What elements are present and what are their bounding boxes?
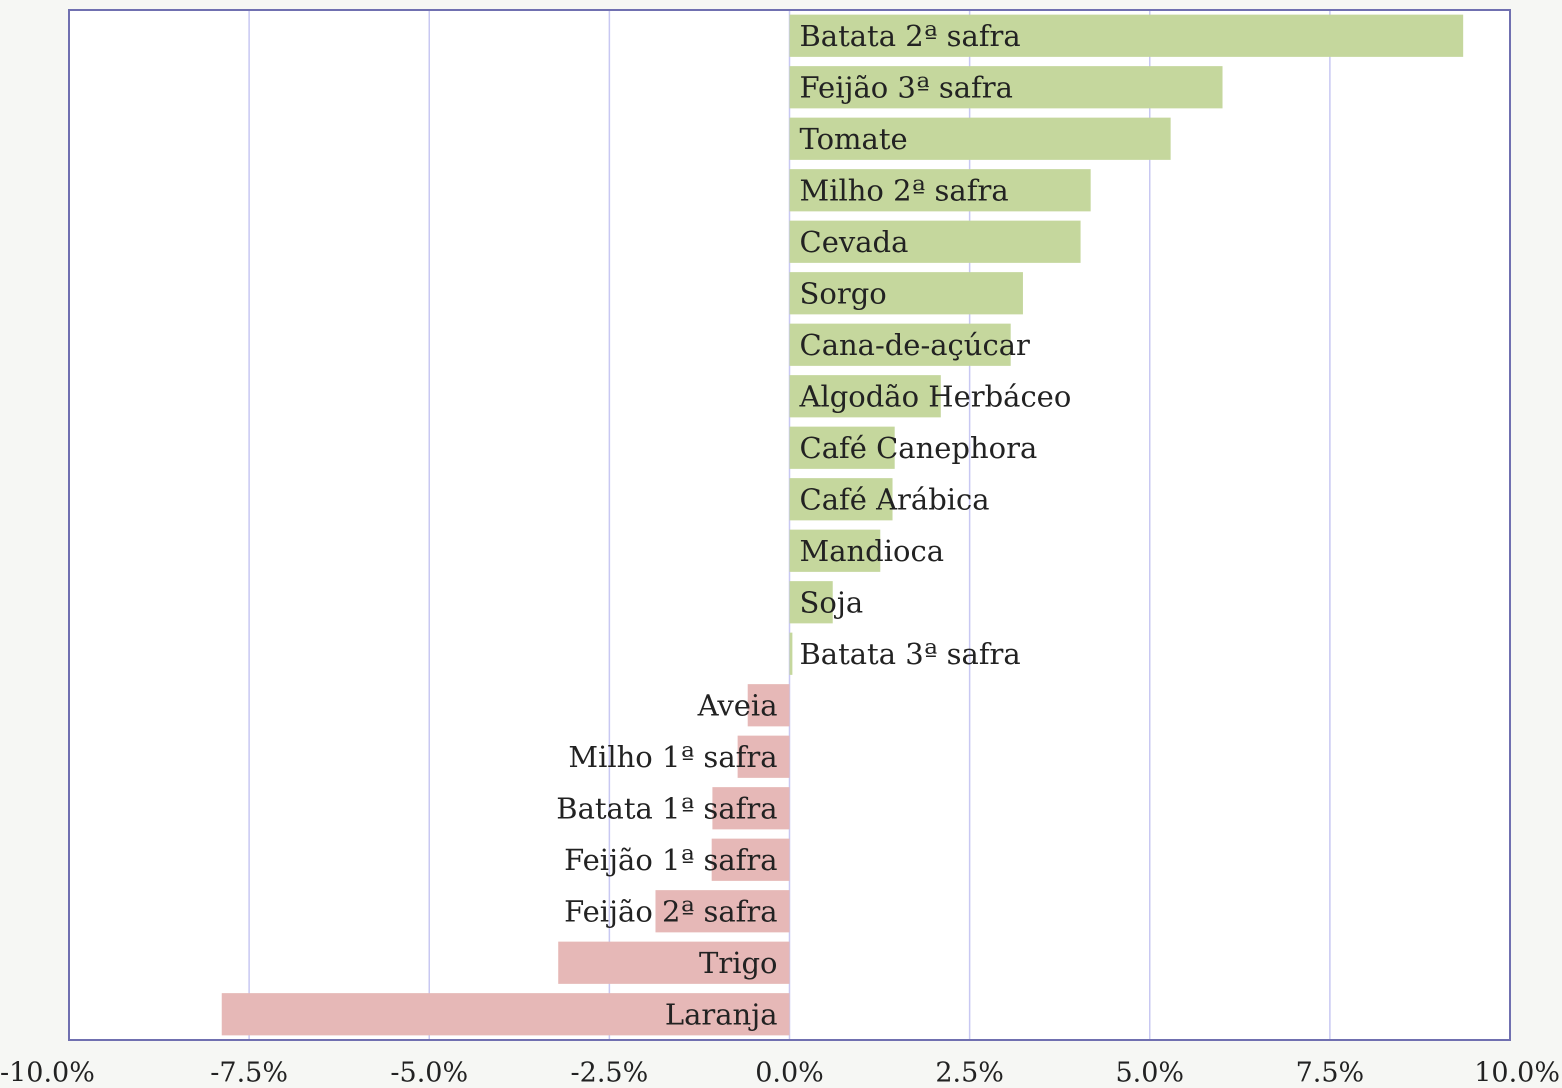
labels: -10.0% -7.5% -5.0% -2.5% 0.0% 2.5% 5.0% 7.5% 10.… bbox=[0, 19, 1560, 1088]
x-tick-label: 10.0% bbox=[1474, 1058, 1560, 1088]
x-tick-label: 5.0% bbox=[1115, 1058, 1184, 1088]
x-tick-label: -2.5% bbox=[571, 1058, 649, 1088]
x-tick-label: 2.5% bbox=[935, 1058, 1004, 1088]
bar bbox=[789, 117, 1171, 160]
x-tick-label: -5.0% bbox=[390, 1058, 468, 1088]
bar-label: Batata 2ª safra bbox=[800, 19, 1021, 53]
bar-label: Batata 1ª safra bbox=[556, 791, 777, 825]
bar bbox=[789, 14, 1464, 57]
bar bbox=[789, 272, 1023, 315]
bar bbox=[789, 169, 1091, 212]
bar bbox=[789, 581, 833, 624]
bar-label: Sorgo bbox=[800, 276, 887, 310]
bar bbox=[737, 735, 790, 778]
plot-frame bbox=[68, 9, 1511, 1041]
bar-label: Cevada bbox=[800, 225, 909, 259]
x-tick-label: 7.5% bbox=[1296, 1058, 1365, 1088]
x-tick-label: -7.5% bbox=[210, 1058, 288, 1088]
x-tick-label: 0.0% bbox=[755, 1058, 824, 1088]
bar bbox=[655, 890, 790, 933]
bar-label: Milho 1ª safra bbox=[568, 740, 777, 774]
bar bbox=[789, 220, 1081, 263]
bar bbox=[789, 426, 895, 469]
bar-label: Cana-de-açúcar bbox=[800, 328, 1031, 362]
bar-label: Feijão 2ª safra bbox=[564, 894, 777, 928]
bar bbox=[789, 66, 1223, 109]
bar bbox=[789, 323, 1011, 366]
bar-label: Mandioca bbox=[800, 534, 945, 568]
bar-label: Soja bbox=[800, 585, 864, 619]
bar-label: Tomate bbox=[800, 122, 908, 156]
bar-label: Algodão Herbáceo bbox=[799, 379, 1072, 413]
bar bbox=[711, 838, 790, 881]
bar-label: Trigo bbox=[699, 946, 778, 980]
bar bbox=[789, 478, 893, 521]
bar-label: Café Canephora bbox=[800, 431, 1038, 465]
bars bbox=[221, 14, 1464, 1036]
bar-label: Milho 2ª safra bbox=[800, 173, 1009, 207]
bar-label: Café Arábica bbox=[800, 482, 990, 516]
x-tick-label: -10.0% bbox=[0, 1058, 95, 1088]
bar bbox=[221, 993, 790, 1036]
bar-label: Aveia bbox=[697, 688, 778, 722]
bar bbox=[789, 375, 941, 418]
bar-label: Feijão 1ª safra bbox=[564, 843, 777, 877]
bar-label: Batata 3ª safra bbox=[800, 637, 1021, 671]
bar bbox=[747, 684, 790, 727]
bar bbox=[558, 941, 790, 984]
bar-label: Feijão 3ª safra bbox=[800, 70, 1013, 104]
bar bbox=[789, 632, 793, 675]
bar-label: Laranja bbox=[665, 997, 778, 1031]
bar bbox=[789, 529, 881, 572]
bar bbox=[712, 787, 790, 830]
